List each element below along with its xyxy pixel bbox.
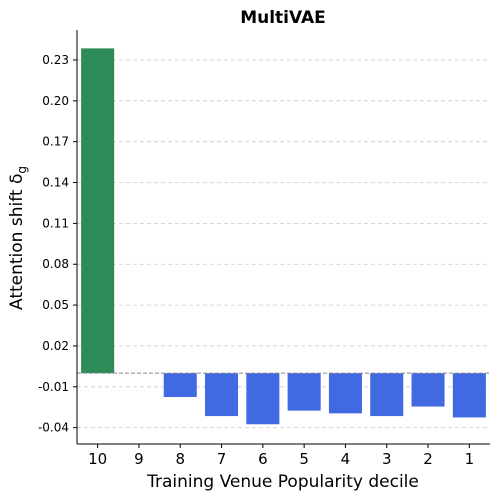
x-tick-label: 6 — [258, 450, 268, 468]
x-axis-label: Training Venue Popularity decile — [146, 472, 419, 492]
bar-decile-8 — [163, 373, 197, 398]
x-tick-label: 7 — [217, 450, 227, 468]
y-tick-label: -0.01 — [38, 380, 69, 394]
x-tick-label: 8 — [175, 450, 185, 468]
y-tick-label: 0.23 — [42, 53, 69, 67]
y-tick-label: 0.02 — [42, 339, 69, 353]
x-tick-labels: 10 9 8 7 6 5 4 3 2 1 — [88, 450, 474, 468]
bar-decile-7 — [205, 373, 239, 417]
y-tick-label: 0.11 — [42, 216, 69, 230]
x-tick-label: 1 — [465, 450, 475, 468]
y-tick-label: 0.05 — [42, 298, 69, 312]
y-tick-labels: -0.04 -0.01 0.02 0.05 0.08 0.11 0.14 0.17 0.20 0.… — [38, 53, 69, 435]
x-tick-label: 4 — [341, 450, 351, 468]
bar-decile-5 — [287, 373, 321, 411]
bar-decile-3 — [370, 373, 404, 417]
x-tick-label: 10 — [88, 450, 107, 468]
chart-title: MultiVAE — [240, 8, 326, 28]
x-tick-label: 2 — [423, 450, 433, 468]
grid-lines — [77, 59, 490, 429]
bar-decile-2 — [411, 373, 445, 407]
y-axis-label: Attention shift δg — [7, 166, 29, 310]
x-tick-label: 9 — [134, 450, 144, 468]
axes — [73, 30, 490, 448]
bar-decile-4 — [328, 373, 362, 414]
bar-decile-6 — [246, 373, 280, 425]
x-tick-label: 3 — [382, 450, 392, 468]
bars — [81, 48, 486, 425]
y-axis-label-subscript: g — [15, 166, 29, 174]
x-tick-label: 5 — [299, 450, 309, 468]
bar-decile-1 — [452, 373, 486, 418]
y-tick-label: 0.08 — [42, 257, 69, 271]
y-tick-label: 0.14 — [42, 176, 69, 190]
bar-decile-10 — [81, 48, 115, 374]
y-tick-label: -0.04 — [38, 421, 69, 435]
y-tick-label: 0.20 — [42, 94, 69, 108]
y-tick-label: 0.17 — [42, 135, 69, 149]
